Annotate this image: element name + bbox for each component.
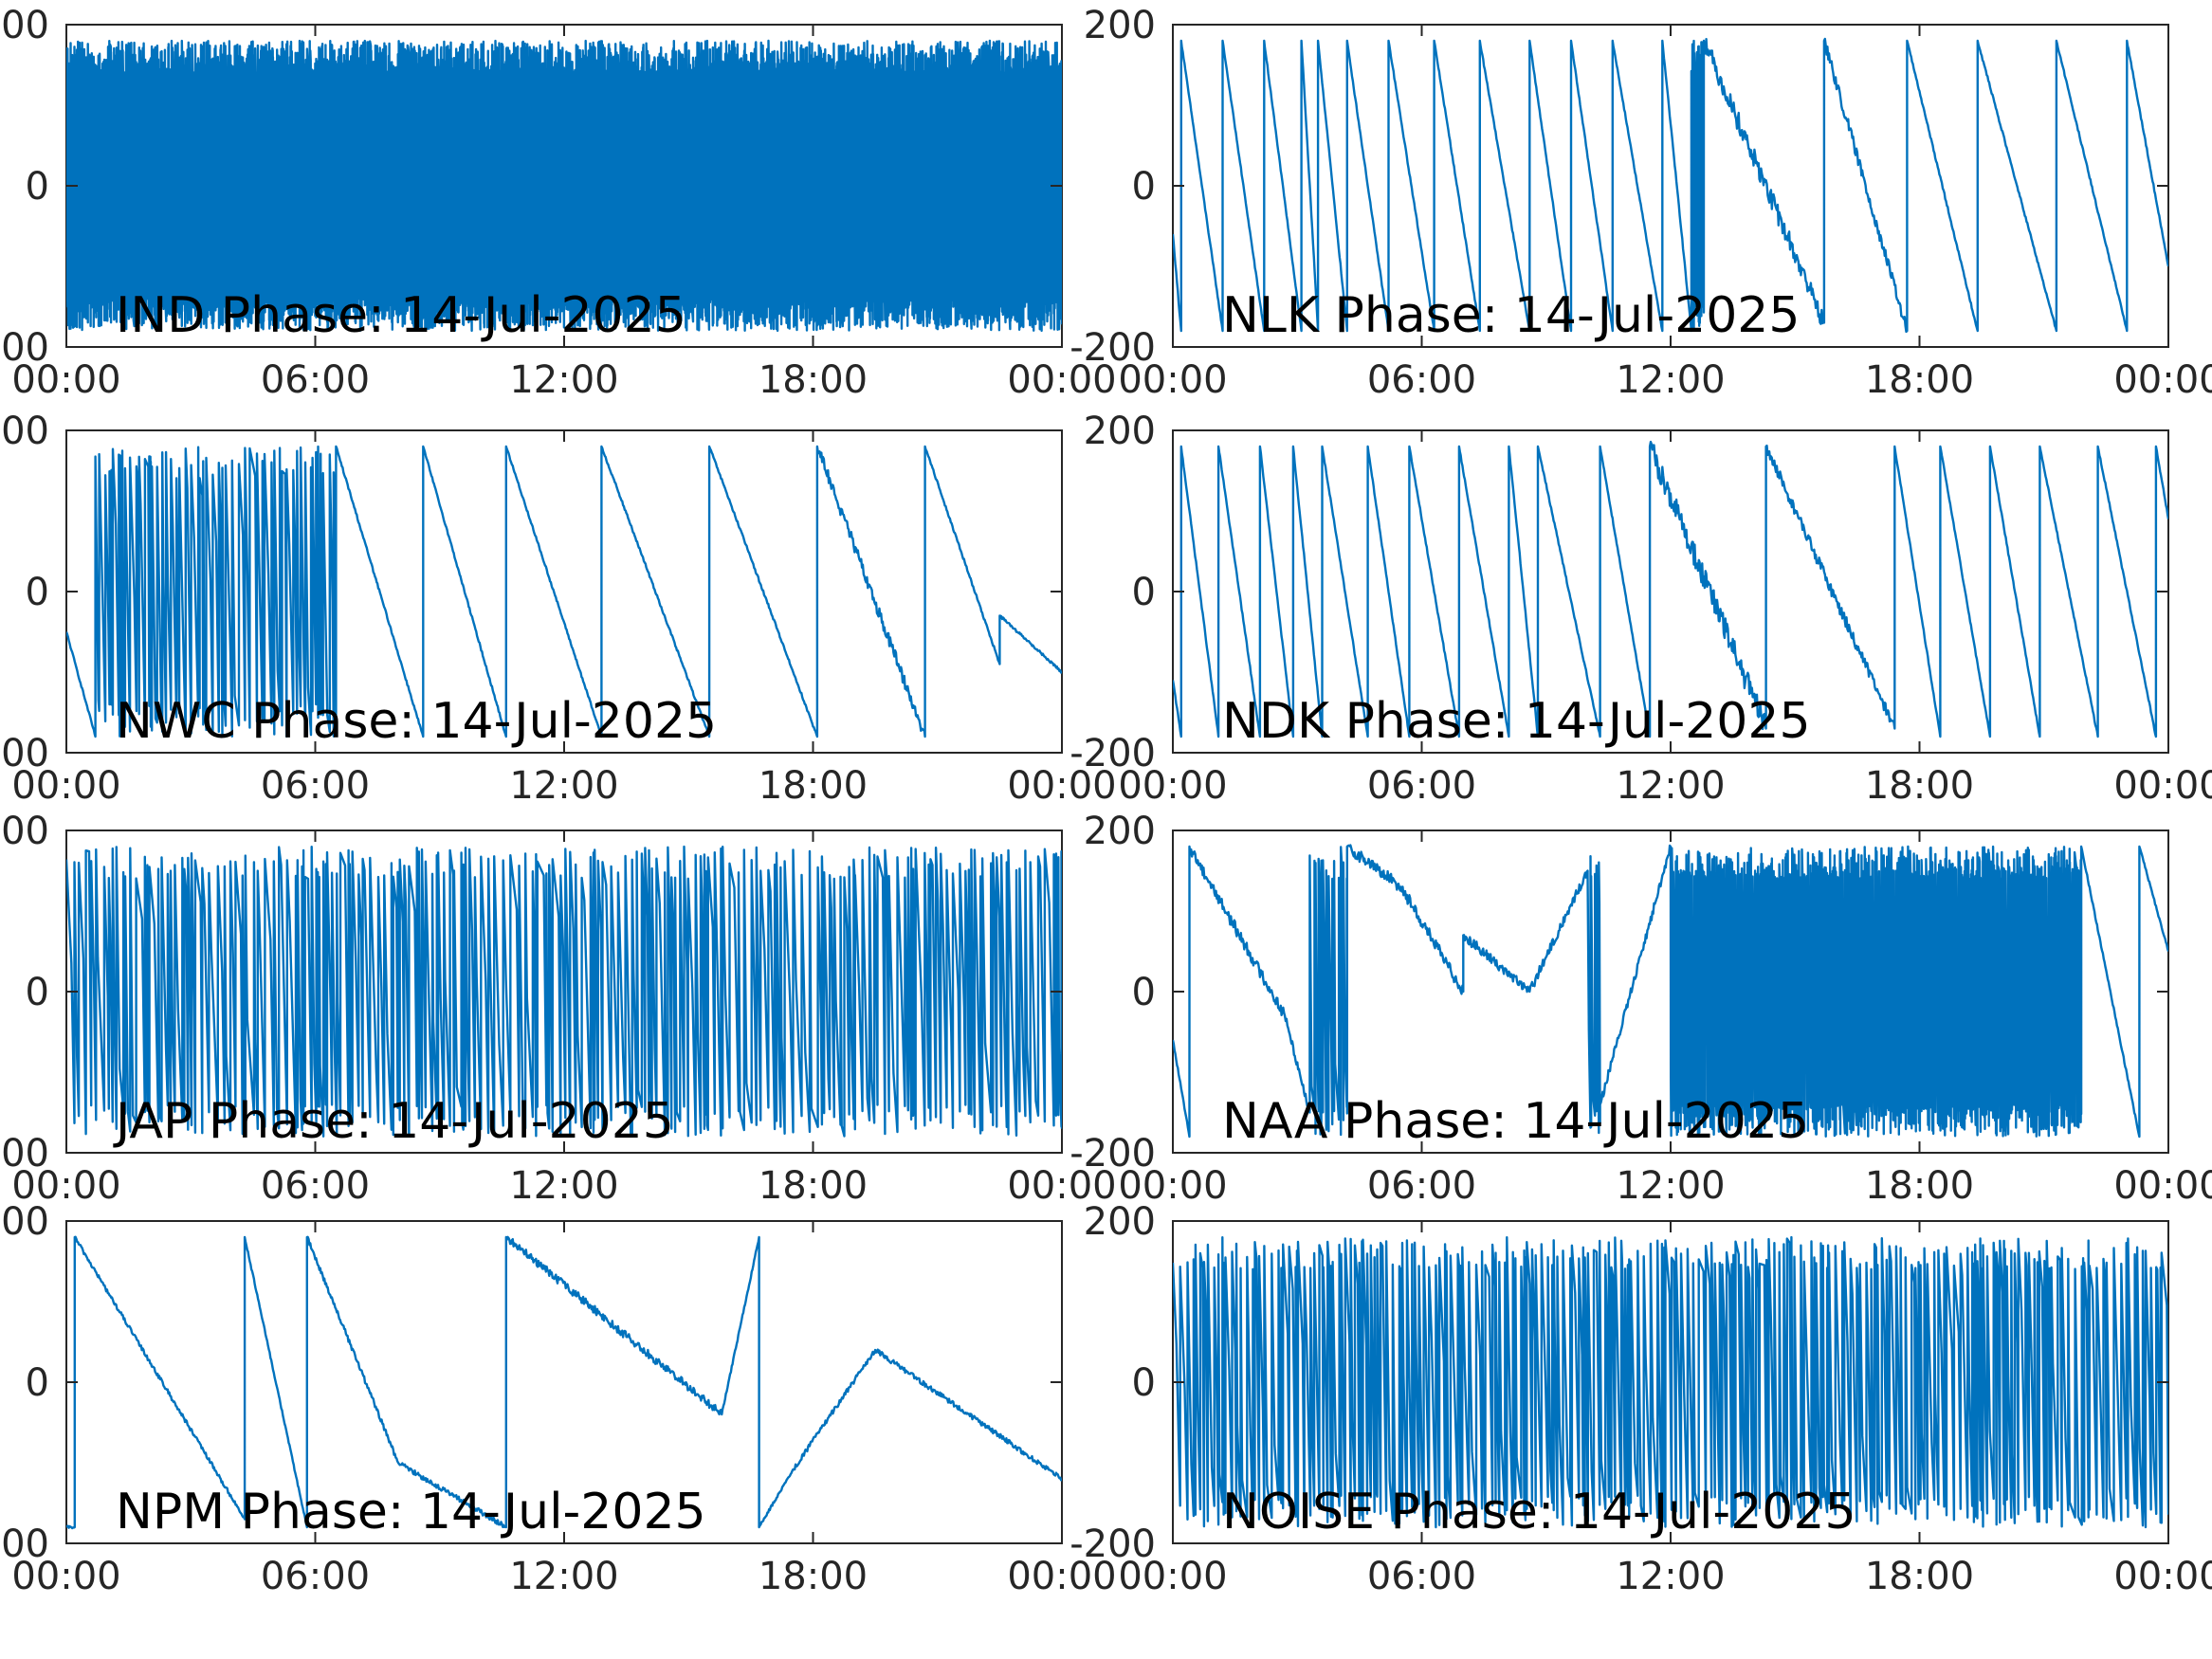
x-tick-label: 12:00 bbox=[509, 1555, 618, 1598]
panel-title-nlk: NLK Phase: 14-Jul-2025 bbox=[1222, 287, 1800, 344]
x-tick-label: 00:00 bbox=[2113, 1164, 2212, 1208]
x-tick-label: 00:00 bbox=[11, 1164, 120, 1208]
x-tick-label: 18:00 bbox=[1865, 1555, 1974, 1598]
x-tick-label: 12:00 bbox=[509, 764, 618, 808]
x-tick-label: 06:00 bbox=[261, 1164, 370, 1208]
panel-title-ndk: NDK Phase: 14-Jul-2025 bbox=[1222, 693, 1811, 750]
x-tick-label: 12:00 bbox=[1616, 1555, 1725, 1598]
x-tick-label: 00:00 bbox=[11, 764, 120, 808]
phase-trace-nlk bbox=[1173, 37, 2168, 334]
x-tick-label: 18:00 bbox=[1865, 358, 1974, 402]
x-tick-label: 18:00 bbox=[759, 358, 868, 402]
y-tick-label: -200 bbox=[1069, 732, 1156, 775]
y-tick-label: 200 bbox=[0, 810, 49, 853]
y-tick-label: 200 bbox=[1084, 1200, 1156, 1244]
x-tick-label: 12:00 bbox=[1616, 358, 1725, 402]
x-tick-label: 00:00 bbox=[1007, 1164, 1116, 1208]
phase-trace-naa bbox=[1173, 844, 2168, 1139]
x-tick-label: 00:00 bbox=[1118, 1555, 1227, 1598]
phase-trace-jap bbox=[66, 845, 1062, 1139]
x-tick-label: 18:00 bbox=[1865, 1164, 1974, 1208]
y-tick-label: -200 bbox=[0, 732, 49, 775]
y-tick-label: 200 bbox=[0, 1200, 49, 1244]
y-tick-label: 200 bbox=[0, 4, 49, 47]
x-tick-label: 18:00 bbox=[759, 764, 868, 808]
x-tick-label: 06:00 bbox=[1367, 1164, 1476, 1208]
panel-title-noise: NOISE Phase: 14-Jul-2025 bbox=[1222, 1484, 1856, 1540]
x-tick-label: 00:00 bbox=[1007, 358, 1116, 402]
x-tick-label: 00:00 bbox=[11, 358, 120, 402]
y-tick-label: -200 bbox=[0, 1522, 49, 1566]
phase-trace-noise bbox=[1173, 1235, 2168, 1529]
x-tick-label: 06:00 bbox=[1367, 1555, 1476, 1598]
phase-trace-npm bbox=[66, 1235, 1062, 1530]
x-tick-label: 00:00 bbox=[1007, 1555, 1116, 1598]
plot-area-npm bbox=[65, 1220, 1063, 1544]
x-tick-label: 00:00 bbox=[2113, 358, 2212, 402]
x-tick-label: 12:00 bbox=[1616, 764, 1725, 808]
y-tick-label: 0 bbox=[26, 571, 49, 614]
x-tick-label: 06:00 bbox=[261, 764, 370, 808]
y-tick-label: -200 bbox=[1069, 1522, 1156, 1566]
y-tick-label: 200 bbox=[1084, 810, 1156, 853]
x-tick-label: 12:00 bbox=[509, 1164, 618, 1208]
x-tick-label: 00:00 bbox=[1118, 1164, 1227, 1208]
x-tick-label: 00:00 bbox=[1118, 764, 1227, 808]
x-tick-label: 00:00 bbox=[2113, 764, 2212, 808]
x-tick-label: 06:00 bbox=[1367, 764, 1476, 808]
phase-trace-ndk bbox=[1173, 440, 2168, 738]
panel-title-nwc: NWC Phase: 14-Jul-2025 bbox=[116, 693, 717, 750]
x-tick-label: 18:00 bbox=[1865, 764, 1974, 808]
y-tick-label: -200 bbox=[1069, 1132, 1156, 1176]
y-tick-label: 0 bbox=[26, 1361, 49, 1405]
y-tick-label: 0 bbox=[1132, 165, 1156, 209]
x-tick-label: 00:00 bbox=[1118, 358, 1227, 402]
x-tick-label: 06:00 bbox=[261, 1555, 370, 1598]
x-tick-label: 18:00 bbox=[759, 1164, 868, 1208]
x-tick-label: 12:00 bbox=[509, 358, 618, 402]
plot-area-ndk bbox=[1172, 429, 2169, 754]
y-tick-label: -200 bbox=[0, 1132, 49, 1176]
x-tick-label: 06:00 bbox=[1367, 358, 1476, 402]
y-tick-label: 200 bbox=[0, 410, 49, 453]
panel-title-ind: IND Phase: 14-Jul-2025 bbox=[116, 287, 686, 344]
panel-title-npm: NPM Phase: 14-Jul-2025 bbox=[116, 1484, 706, 1540]
y-tick-label: 0 bbox=[1132, 1361, 1156, 1405]
y-tick-label: 0 bbox=[26, 971, 49, 1014]
plot-area-nlk bbox=[1172, 24, 2169, 348]
x-tick-label: 00:00 bbox=[2113, 1555, 2212, 1598]
phase-trace-ind bbox=[66, 39, 1062, 333]
y-tick-label: -200 bbox=[1069, 326, 1156, 370]
y-tick-label: 200 bbox=[1084, 4, 1156, 47]
y-tick-label: 0 bbox=[26, 165, 49, 209]
x-tick-label: 00:00 bbox=[1007, 764, 1116, 808]
y-tick-label: 0 bbox=[1132, 971, 1156, 1014]
x-tick-label: 06:00 bbox=[261, 358, 370, 402]
x-tick-label: 00:00 bbox=[11, 1555, 120, 1598]
y-tick-label: 200 bbox=[1084, 410, 1156, 453]
phase-trace-nwc bbox=[66, 445, 1062, 738]
x-tick-label: 12:00 bbox=[1616, 1164, 1725, 1208]
x-tick-label: 18:00 bbox=[759, 1555, 868, 1598]
panel-title-naa: NAA Phase: 14-Jul-2025 bbox=[1222, 1093, 1809, 1150]
y-tick-label: 0 bbox=[1132, 571, 1156, 614]
panel-title-jap: JAP Phase: 14-Jul-2025 bbox=[113, 1093, 674, 1150]
y-tick-label: -200 bbox=[0, 326, 49, 370]
